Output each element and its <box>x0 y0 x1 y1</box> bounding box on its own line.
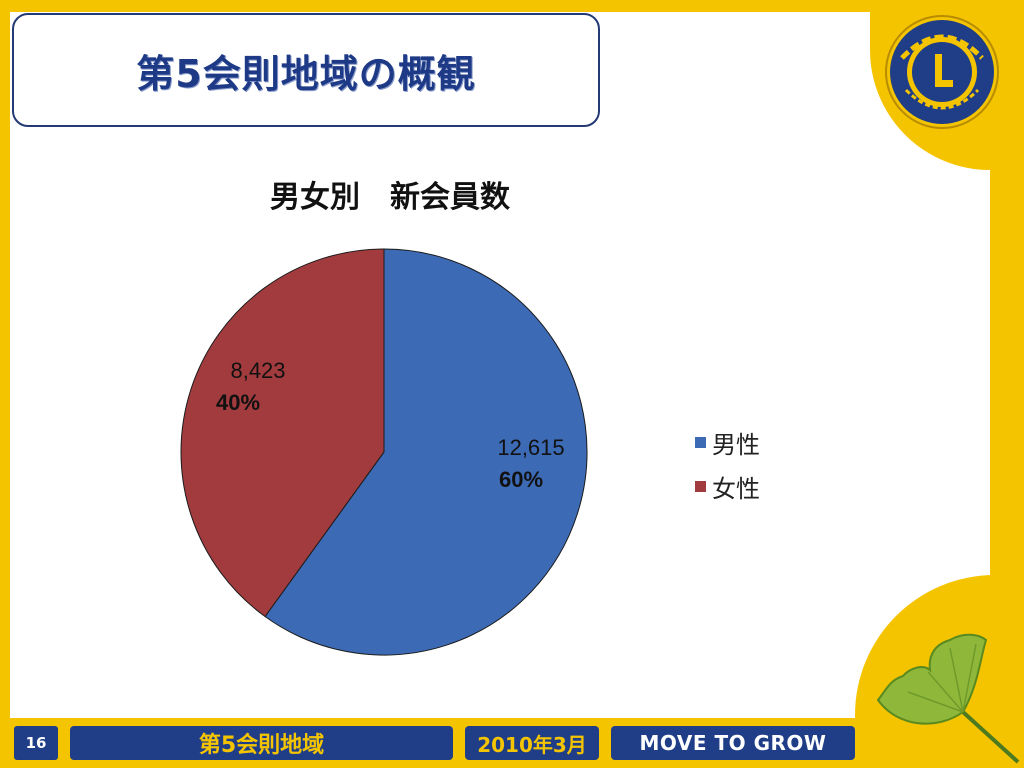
brand-name: エバハルト J. ヴィルフス <box>670 26 868 45</box>
data-label-percent-male: 60% <box>499 467 543 492</box>
data-label-value-male: 12,615 <box>497 435 564 460</box>
legend-item-male: 男性 <box>695 420 760 464</box>
page-number: 16 <box>14 726 58 760</box>
pie-slice-female <box>180 248 385 618</box>
brand-role: 国際会長 <box>672 50 716 63</box>
pie-slice-male <box>264 248 588 656</box>
title-box: 第5会則地域の概観 <box>12 13 600 127</box>
footer-slogan: MOVE TO GROW <box>611 726 855 760</box>
chart-title: 男女別 新会員数 <box>270 180 510 215</box>
legend-label-female: 女性 <box>712 474 760 503</box>
lions-logo-icon <box>885 15 999 129</box>
chart-legend: 男性 女性 <box>695 420 760 508</box>
page-title: 第5会則地域の概観 <box>136 51 476 96</box>
side-decoration <box>990 150 1024 600</box>
ginkgo-leaf-icon <box>876 633 1020 764</box>
legend-swatch-male <box>695 436 706 448</box>
data-label-value-female: 8,423 <box>230 358 285 383</box>
footer-date: 2010年3月 <box>465 726 599 760</box>
footer-region: 第5会則地域 <box>70 726 453 760</box>
footer-bar: 16 第5会則地域 2010年3月 MOVE TO GROW <box>0 718 1024 768</box>
legend-swatch-female <box>695 480 706 492</box>
legend-item-female: 女性 <box>695 464 760 508</box>
data-label-percent-female: 40% <box>216 390 260 415</box>
legend-label-male: 男性 <box>712 430 760 459</box>
